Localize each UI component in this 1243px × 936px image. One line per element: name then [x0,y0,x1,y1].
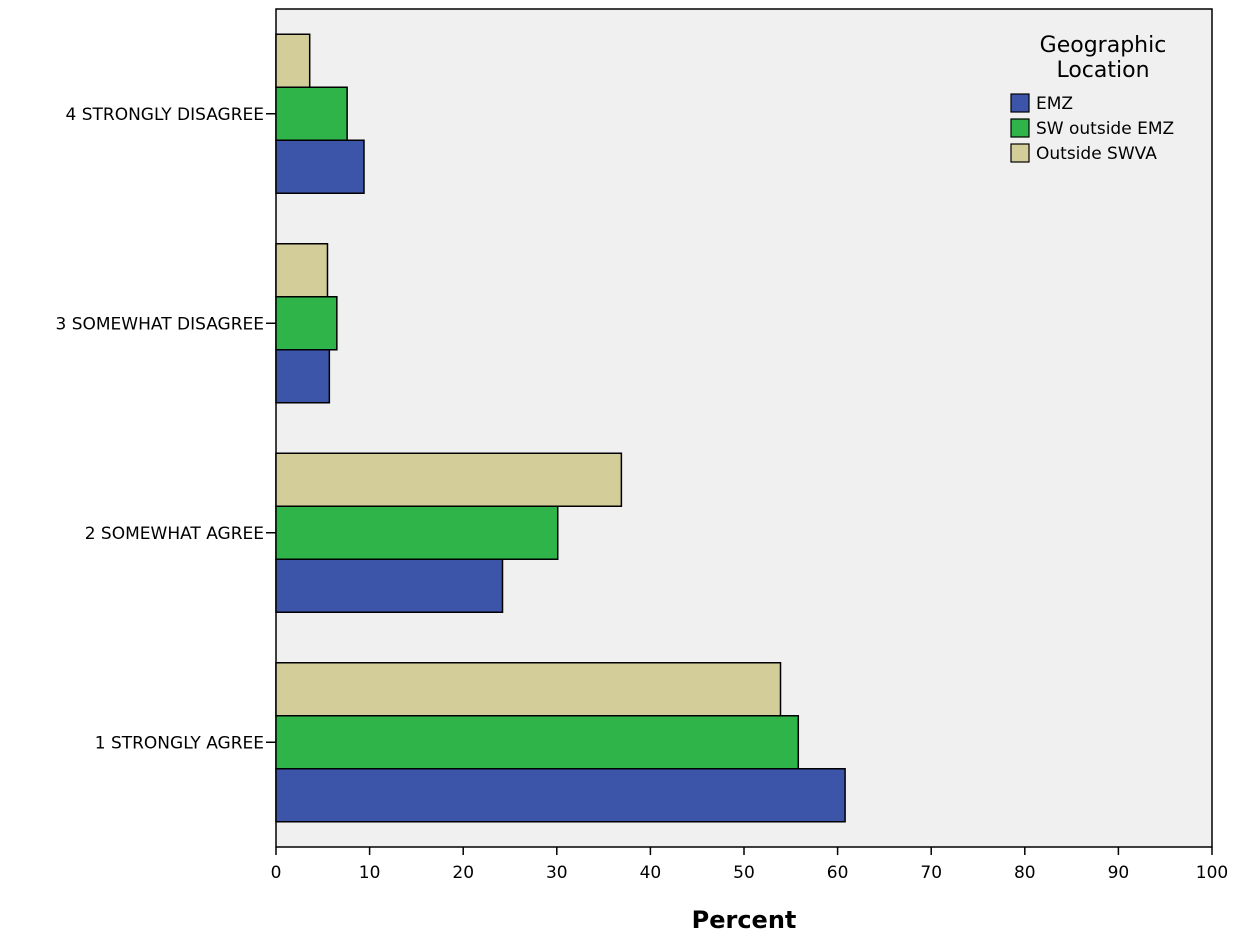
x-tick-label: 60 [827,863,849,883]
bar-sw-outside-emz-3 [275,296,338,351]
x-tick-label: 50 [733,863,755,883]
legend-title-line-2: Location [1056,58,1149,83]
x-tick-label: 40 [640,863,662,883]
bars-group [275,33,846,823]
bar-emz-4 [275,139,365,194]
y-axis: 1 STRONGLY AGREE 2 SOMEWHAT AGREE 3 SOMEWH… [56,105,276,753]
legend-swatch-outside-swva [1010,143,1030,163]
x-tick-label: 80 [1014,863,1036,883]
bar-sw-outside-emz-2 [275,505,559,560]
bar-outside-swva-4 [275,33,311,88]
legend-swatch-sw-outside-emz [1010,118,1030,138]
category-label: 1 STRONGLY AGREE [95,733,264,753]
x-tick-label: 10 [359,863,381,883]
bar-sw-outside-emz-4 [275,86,348,141]
legend-title-line-1: Geographic [1040,33,1167,58]
bar-emz-1 [275,768,846,823]
bar-outside-swva-2 [275,452,623,507]
bar-emz-2 [275,558,504,613]
x-tick-label: 100 [1196,863,1228,883]
bar-outside-swva-1 [275,662,782,717]
legend-swatch-emz [1010,93,1030,113]
x-tick-label: 90 [1108,863,1130,883]
legend-label-outside-swva: Outside SWVA [1036,144,1157,164]
legend-label-emz: EMZ [1036,94,1073,114]
x-tick-label: 70 [920,863,942,883]
category-label: 3 SOMEWHAT DISAGREE [56,314,265,334]
legend-label-sw-outside-emz: SW outside EMZ [1036,119,1174,139]
x-axis-title: Percent [692,906,797,932]
bar-emz-3 [275,349,331,404]
x-axis: 0 10 20 30 40 50 60 70 80 90 100 [271,847,1228,883]
category-label: 2 SOMEWHAT AGREE [85,524,264,544]
x-tick-label: 30 [546,863,568,883]
bar-outside-swva-3 [275,243,329,298]
x-tick-label: 0 [271,863,282,883]
category-label: 4 STRONGLY DISAGREE [66,105,265,125]
legend-items: EMZ SW outside EMZ Outside SWVA [1010,93,1174,164]
bar-sw-outside-emz-1 [275,715,800,770]
legend: Geographic Location EMZ SW outside EMZ Out… [1010,33,1174,164]
x-tick-label: 20 [452,863,474,883]
